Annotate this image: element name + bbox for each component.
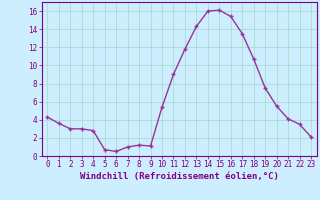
X-axis label: Windchill (Refroidissement éolien,°C): Windchill (Refroidissement éolien,°C) bbox=[80, 172, 279, 181]
